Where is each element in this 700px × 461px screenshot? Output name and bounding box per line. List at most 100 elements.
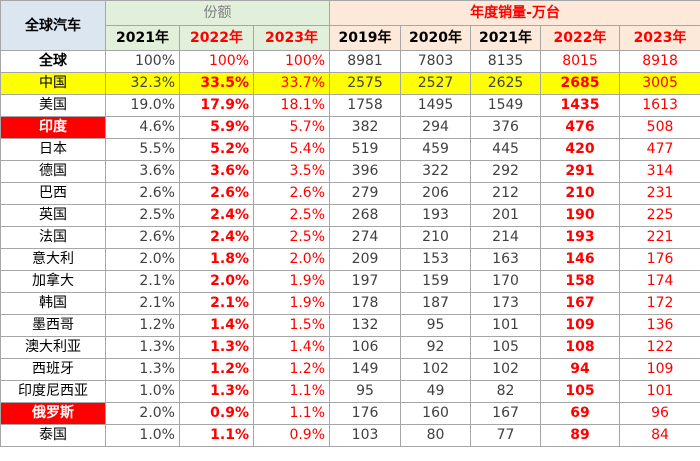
table-row: 加拿大 2.1% 2.0% 1.9% 197 159 170 158 174 (0, 270, 700, 293)
sales-cell: 8981 (329, 50, 402, 73)
sales-year-2023: 2023年 (619, 25, 700, 51)
sales-cell: 77 (470, 424, 542, 447)
table-row: 美国 19.0% 17.9% 18.1% 1758 1495 1549 1435 1613 (0, 94, 700, 117)
region-name: 印度尼西亚 (0, 380, 106, 403)
share-cell: 1.2% (105, 314, 180, 337)
sales-cell: 376 (470, 116, 542, 139)
share-cell: 2.5% (252, 226, 331, 249)
region-name: 韩国 (0, 292, 106, 315)
auto-sales-table: 全球汽车 份额 年度销量-万台 2021年 2022年 2023年 2019年 … (0, 0, 700, 447)
table-row: 西班牙 1.3% 1.2% 1.2% 149 102 102 94 109 (0, 358, 700, 381)
region-name: 加拿大 (0, 270, 106, 293)
share-cell: 1.4% (252, 336, 331, 359)
sales-cell: 231 (619, 182, 700, 205)
share-year-2021: 2021年 (105, 25, 180, 51)
table-row: 日本 5.5% 5.2% 5.4% 519 459 445 420 477 (0, 138, 700, 161)
sales-cell: 172 (619, 292, 700, 315)
region-name: 法国 (0, 226, 106, 249)
region-name: 意大利 (0, 248, 106, 271)
table-row: 韩国 2.1% 2.1% 1.9% 178 187 173 167 172 (0, 292, 700, 315)
sales-cell: 187 (400, 292, 472, 315)
share-group-header: 份额 (104, 0, 331, 26)
share-cell: 2.1% (105, 270, 180, 293)
share-cell: 1.1% (179, 424, 254, 447)
sales-cell: 105 (470, 336, 542, 359)
sales-cell: 149 (329, 358, 402, 381)
sales-cell: 122 (619, 336, 700, 359)
sales-cell: 158 (540, 270, 621, 293)
sales-cell: 170 (470, 270, 542, 293)
sales-cell: 159 (400, 270, 472, 293)
sales-cell: 2625 (470, 72, 542, 95)
share-cell: 0.9% (179, 402, 254, 425)
region-name: 澳大利亚 (0, 336, 106, 359)
region-name: 英国 (0, 204, 106, 227)
share-cell: 2.6% (105, 182, 180, 205)
sales-cell: 2685 (540, 72, 621, 95)
share-cell: 4.6% (105, 116, 180, 139)
sales-cell: 178 (329, 292, 402, 315)
sales-cell: 292 (470, 160, 542, 183)
sales-cell: 2575 (329, 72, 402, 95)
share-cell: 2.5% (105, 204, 180, 227)
sales-cell: 105 (540, 380, 621, 403)
sales-cell: 476 (540, 116, 621, 139)
sales-cell: 212 (470, 182, 542, 205)
sales-cell: 1758 (329, 94, 402, 117)
sales-cell: 1495 (400, 94, 472, 117)
table-row: 中国 32.3% 33.5% 33.7% 2575 2527 2625 2685 3005 (0, 72, 700, 95)
share-cell: 33.7% (252, 72, 331, 95)
share-cell: 100% (252, 50, 331, 73)
sales-cell: 193 (540, 226, 621, 249)
share-cell: 1.0% (105, 424, 180, 447)
sales-cell: 84 (619, 424, 700, 447)
share-cell: 1.3% (179, 380, 254, 403)
share-year-2023: 2023年 (252, 25, 331, 51)
share-cell: 1.0% (105, 380, 180, 403)
sales-cell: 209 (329, 248, 402, 271)
sales-cell: 94 (540, 358, 621, 381)
sales-year-2022: 2022年 (540, 25, 621, 51)
sales-cell: 109 (619, 358, 700, 381)
sales-cell: 49 (400, 380, 472, 403)
sales-cell: 102 (470, 358, 542, 381)
sales-cell: 89 (540, 424, 621, 447)
share-cell: 1.1% (252, 380, 331, 403)
share-cell: 2.1% (179, 292, 254, 315)
sales-cell: 103 (329, 424, 402, 447)
sales-cell: 132 (329, 314, 402, 337)
sales-cell: 8918 (619, 50, 700, 73)
share-cell: 1.3% (105, 336, 180, 359)
sales-year-2021: 2021年 (470, 25, 542, 51)
share-cell: 18.1% (252, 94, 331, 117)
share-cell: 1.5% (252, 314, 331, 337)
sales-year-2019: 2019年 (329, 25, 402, 51)
sales-cell: 8135 (470, 50, 542, 73)
sales-cell: 396 (329, 160, 402, 183)
sales-group-header: 年度销量-万台 (329, 0, 700, 26)
sales-cell: 7803 (400, 50, 472, 73)
sales-cell: 210 (540, 182, 621, 205)
region-name: 德国 (0, 160, 106, 183)
share-cell: 2.0% (179, 270, 254, 293)
share-cell: 3.6% (105, 160, 180, 183)
share-cell: 1.2% (252, 358, 331, 381)
sales-cell: 1435 (540, 94, 621, 117)
sales-cell: 477 (619, 138, 700, 161)
sales-cell: 176 (619, 248, 700, 271)
share-cell: 5.5% (105, 138, 180, 161)
share-cell: 1.2% (179, 358, 254, 381)
region-name: 西班牙 (0, 358, 106, 381)
sales-cell: 274 (329, 226, 402, 249)
share-cell: 2.0% (105, 402, 180, 425)
region-name: 墨西哥 (0, 314, 106, 337)
share-cell: 2.6% (105, 226, 180, 249)
share-cell: 1.8% (179, 248, 254, 271)
sales-year-2020: 2020年 (400, 25, 472, 51)
sales-cell: 221 (619, 226, 700, 249)
sales-cell: 108 (540, 336, 621, 359)
share-cell: 2.6% (179, 182, 254, 205)
table-row: 全球 100% 100% 100% 8981 7803 8135 8015 8918 (0, 50, 700, 73)
share-cell: 0.9% (252, 424, 331, 447)
share-cell: 1.3% (179, 336, 254, 359)
